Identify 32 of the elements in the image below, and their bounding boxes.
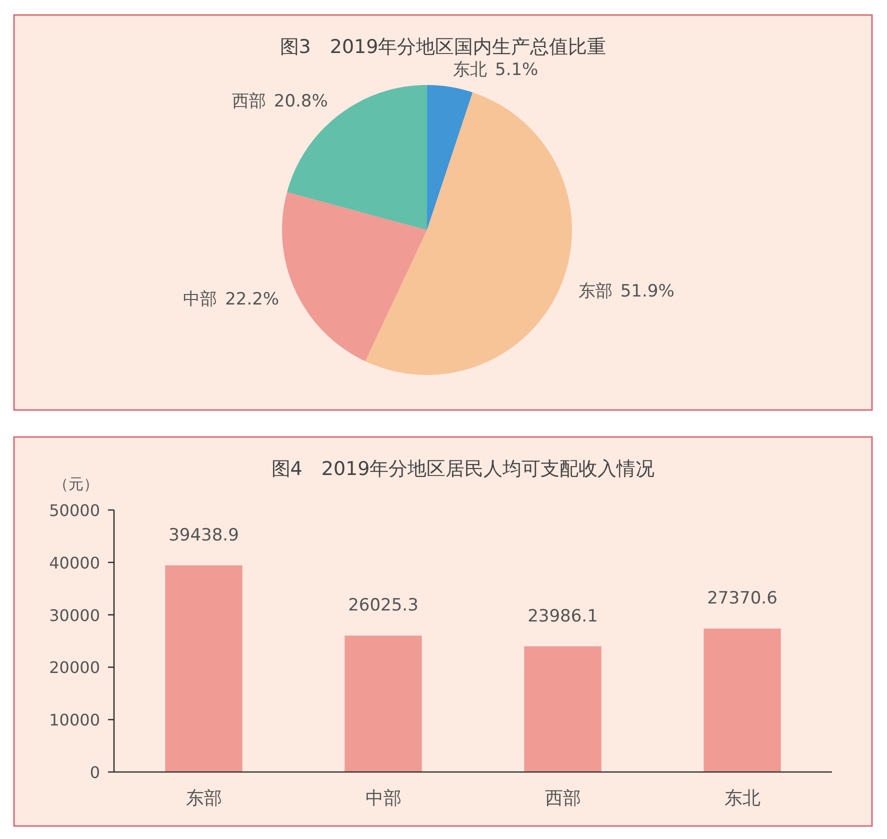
data-label: 23986.1 [528,606,598,626]
x-tick-label: 中部 [365,788,402,809]
data-label: 5.1% [495,60,538,80]
data-label: 20.8% [274,92,328,112]
slice-label: 东北 [453,60,488,80]
data-label: 39438.9 [168,525,239,546]
bar [344,636,422,772]
bar [704,628,781,772]
chart-title: 图4 2019年分地区居民人均可支配收入情况 [271,458,655,480]
data-label: 26025.3 [348,596,418,616]
bar [524,646,602,772]
pie-slice [365,92,572,375]
slice-label: 东部 [578,281,612,302]
bar [165,565,242,772]
y-tick-label: 20000 [49,658,100,678]
y-tick-label: 10000 [49,710,100,730]
pie-slice [427,85,473,230]
data-label: 27370.6 [707,588,778,609]
x-tick-label: 东部 [186,788,222,809]
pie-slice [282,192,427,362]
slice-label: 中部 [183,289,218,310]
chart-title: 图3 2019年分地区国内生产总值比重 [280,36,606,58]
data-label: 51.9% [620,281,674,302]
y-tick-label: 30000 [49,606,100,625]
y-tick-label: 40000 [49,553,100,572]
slice-label: 西部 [232,92,266,112]
data-label: 22.2% [225,289,280,310]
y-tick-label: 0 [90,763,100,782]
x-tick-label: 西部 [544,788,581,809]
y-tick-label: 50000 [49,501,100,520]
x-tick-label: 东北 [724,788,760,809]
y-axis-title: （元） [54,475,98,493]
